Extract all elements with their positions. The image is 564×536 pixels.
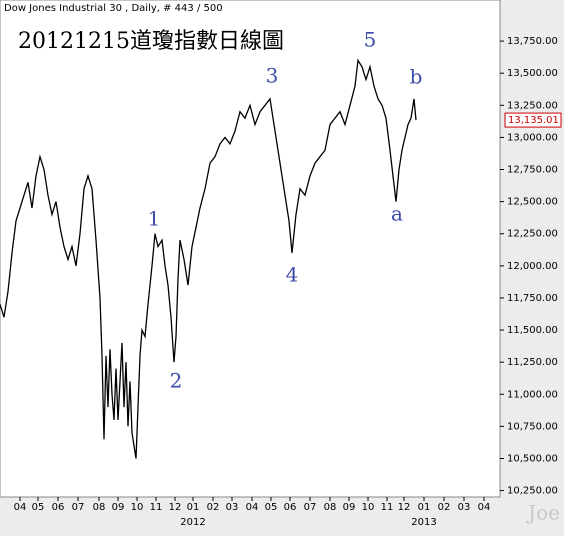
year-label: 2012 [180, 517, 205, 528]
wave-label: 4 [286, 263, 299, 287]
x-tick-label: 08 [324, 502, 337, 513]
x-tick-label: 04 [14, 502, 27, 513]
y-tick-label: 11,250.00 [507, 357, 558, 368]
x-tick-label: 03 [226, 502, 239, 513]
y-tick-label: 11,750.00 [507, 293, 558, 304]
plot-area [0, 0, 501, 498]
x-tick-label: 05 [265, 502, 278, 513]
y-tick-label: 10,500.00 [507, 453, 558, 464]
x-tick-label: 12 [398, 502, 411, 513]
x-tick-label: 01 [187, 502, 200, 513]
wave-label: 5 [364, 28, 377, 52]
y-tick-label: 10,250.00 [507, 486, 558, 497]
x-tick-label: 10 [131, 502, 144, 513]
y-tick-label: 11,000.00 [507, 389, 558, 400]
x-tick-label: 08 [93, 502, 106, 513]
y-tick-label: 13,000.00 [507, 132, 558, 143]
year-label: 2013 [411, 517, 436, 528]
y-tick-label: 12,500.00 [507, 197, 558, 208]
y-tick-label: 12,000.00 [507, 261, 558, 272]
x-tick-label: 03 [458, 502, 471, 513]
watermark: Joe [526, 501, 560, 525]
x-tick-label: 09 [343, 502, 356, 513]
x-tick-label: 06 [52, 502, 65, 513]
last-price-box [504, 112, 562, 128]
x-tick-label: 02 [207, 502, 220, 513]
y-tick-label: 13,750.00 [507, 36, 558, 47]
y-tick-label: 10,750.00 [507, 421, 558, 432]
header: Dow Jones Industrial 30 , Daily, # 443 /… [4, 3, 223, 14]
last-price-label: 13,135.01 [508, 115, 559, 126]
wave-label: b [410, 65, 423, 89]
x-tick-label: 07 [304, 502, 317, 513]
x-tick-label: 11 [150, 502, 163, 513]
x-tick-label: 10 [362, 502, 375, 513]
x-tick-label: 01 [418, 502, 431, 513]
y-tick-label: 13,500.00 [507, 68, 558, 79]
x-tick-label: 07 [72, 502, 85, 513]
x-tick-label: 04 [478, 502, 491, 513]
x-tick-label: 09 [112, 502, 125, 513]
x-tick-label: 11 [381, 502, 394, 513]
y-tick-label: 11,500.00 [507, 325, 558, 336]
x-tick-label: 04 [246, 502, 259, 513]
wave-label: 3 [266, 64, 279, 88]
x-tick-label: 05 [32, 502, 45, 513]
wave-label: 1 [148, 207, 161, 231]
wave-label: a [391, 202, 403, 226]
x-tick-label: 02 [438, 502, 451, 513]
price-line [0, 58, 417, 459]
wave-label: 2 [170, 369, 183, 393]
y-tick-label: 12,750.00 [507, 165, 558, 176]
chart-title: 20121215道瓊指數日線圖 [18, 29, 284, 54]
x-tick-label: 12 [169, 502, 182, 513]
y-tick-label: 13,250.00 [507, 100, 558, 111]
x-tick-label: 06 [284, 502, 297, 513]
y-tick-label: 12,250.00 [507, 229, 558, 240]
